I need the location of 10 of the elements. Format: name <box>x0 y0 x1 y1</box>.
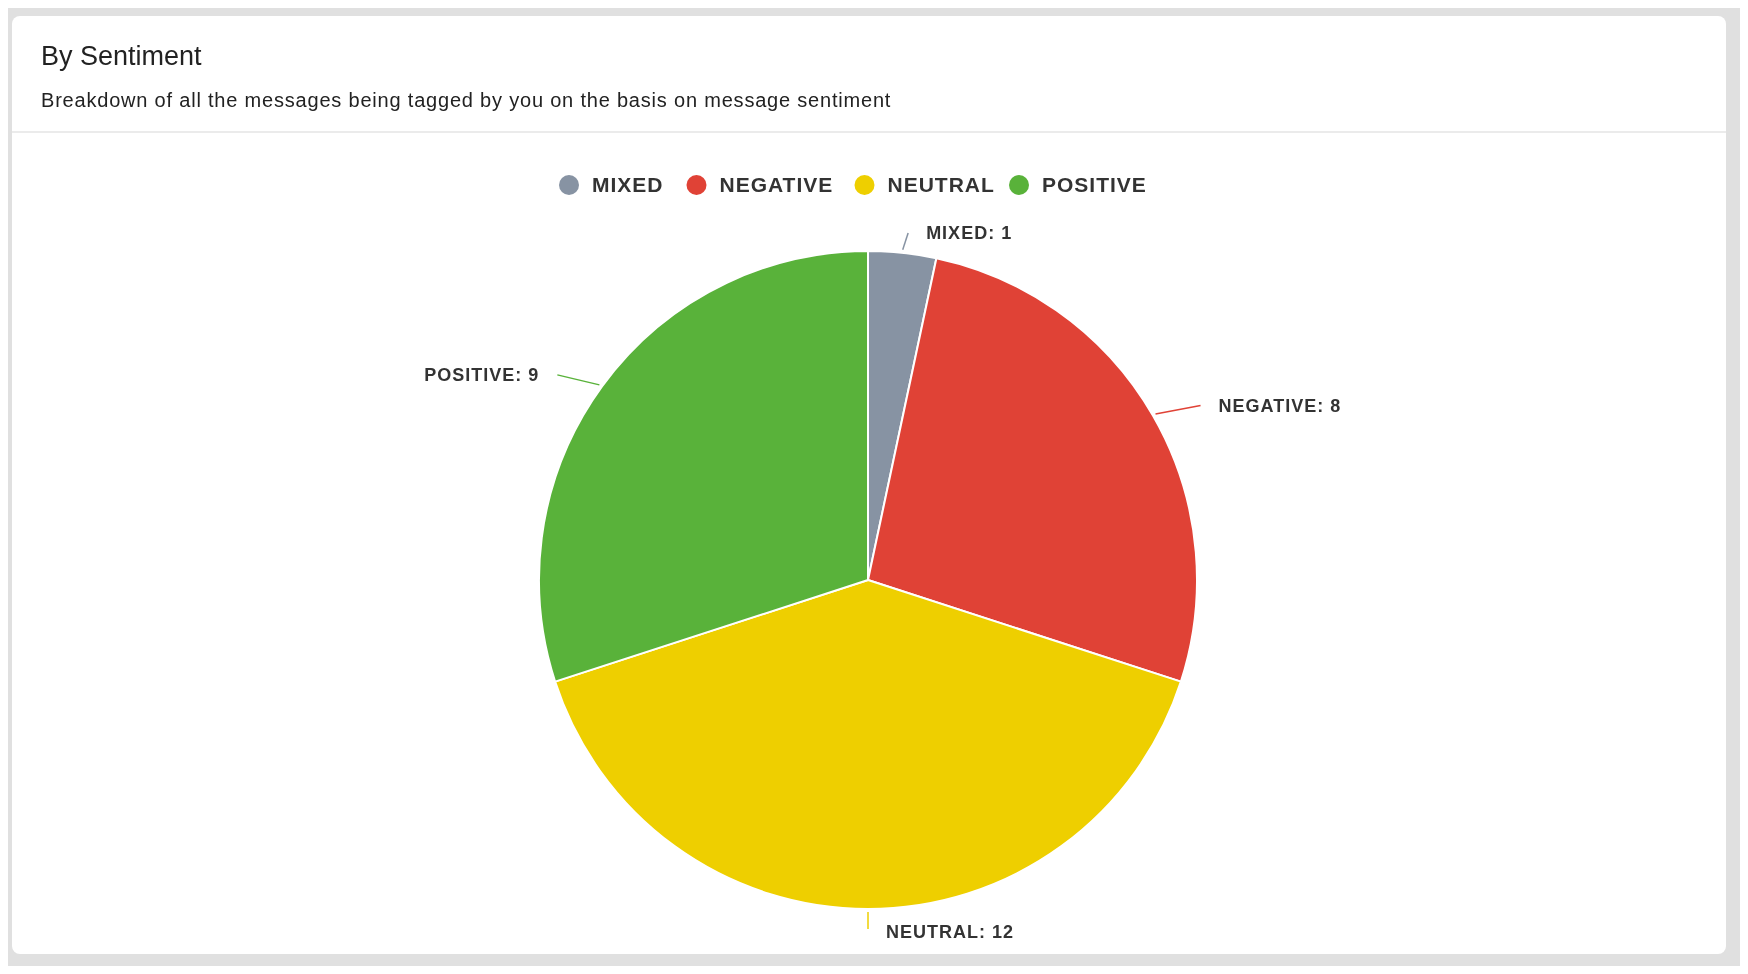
legend-label: NEGATIVE <box>719 173 834 197</box>
legend-label: MIXED <box>592 173 664 197</box>
data-label: MIXED: 1 <box>926 223 1013 244</box>
text: By Sentiment <box>41 41 203 71</box>
data-label: POSITIVE: 9 <box>424 365 540 386</box>
chart-subtitle: Breakdown of all the messages being tagged by you on the basis on message sentiment <box>41 89 892 111</box>
data-label: NEUTRAL: 12 <box>886 922 1015 942</box>
legend-label: POSITIVE <box>1042 173 1147 197</box>
legend-label: NEUTRAL <box>887 173 995 197</box>
data-label: NEGATIVE: 8 <box>1218 395 1342 416</box>
